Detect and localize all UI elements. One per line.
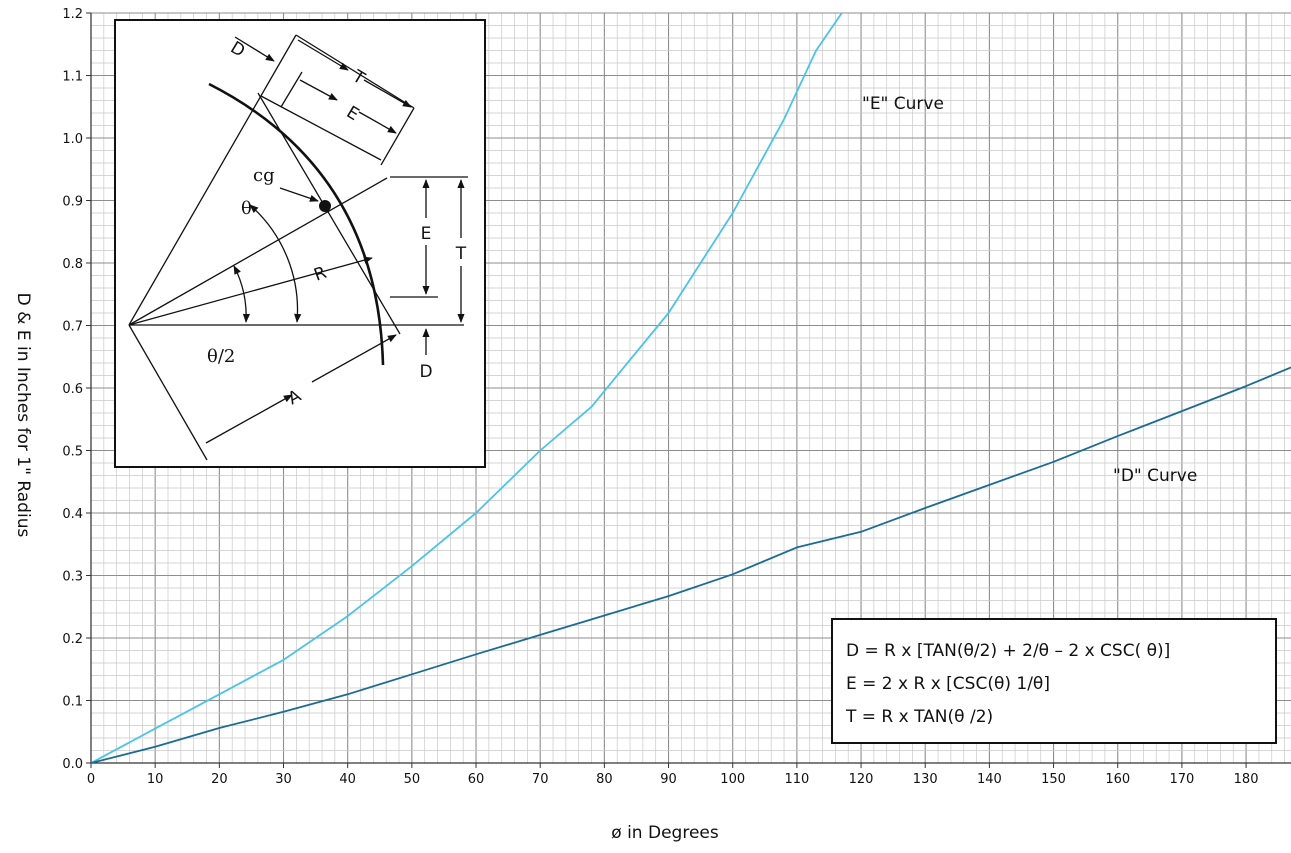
x-tick-label: 40 xyxy=(339,772,356,787)
formula-e: E = 2 x R x [CSC(θ) 1/θ] xyxy=(846,674,1050,694)
y-tick-label: 1.2 xyxy=(62,7,83,22)
x-tick-label: 10 xyxy=(147,772,164,787)
series-layer xyxy=(91,13,1291,763)
y-tick-label: 0.7 xyxy=(62,320,83,335)
e-curve-line xyxy=(91,13,843,763)
y-tick-label: 0.6 xyxy=(62,382,83,397)
d-curve-line xyxy=(91,366,1291,763)
formula-box: D = R x [TAN(θ/2) + 2/θ – 2 x CSC( θ)] E… xyxy=(831,618,1277,744)
x-tick-label: 120 xyxy=(849,772,874,787)
x-tick-label: 170 xyxy=(1169,772,1194,787)
y-tick-label: 1.1 xyxy=(62,70,83,85)
x-tick-label: 70 xyxy=(532,772,549,787)
y-tick-label: 0.4 xyxy=(62,507,83,522)
x-tick-label: 90 xyxy=(660,772,677,787)
x-tick-label: 0 xyxy=(87,772,95,787)
x-axis-label: ø in Degrees xyxy=(611,823,719,843)
formula-d: D = R x [TAN(θ/2) + 2/θ – 2 x CSC( θ)] xyxy=(846,641,1170,661)
d-curve-label: "D" Curve xyxy=(1113,466,1197,486)
label-half-theta: θ/2 xyxy=(207,346,235,367)
y-tick-label: 0.8 xyxy=(62,257,83,272)
x-tick-label: 30 xyxy=(275,772,292,787)
x-tick-label: 150 xyxy=(1041,772,1066,787)
label-e-right: E xyxy=(421,224,432,244)
x-tick-label: 110 xyxy=(784,772,809,787)
x-tick-label: 50 xyxy=(404,772,421,787)
x-tick-label: 60 xyxy=(468,772,485,787)
y-tick-label: 0.2 xyxy=(62,632,83,647)
y-tick-label: 0.3 xyxy=(62,570,83,585)
inset-diagram: D T E cg θ R E T θ/2 D A xyxy=(114,19,486,468)
x-tick-label: 100 xyxy=(720,772,745,787)
x-tick-label: 130 xyxy=(913,772,938,787)
y-tick-label: 0.1 xyxy=(62,695,83,710)
x-tick-label: 160 xyxy=(1105,772,1130,787)
label-cg: cg xyxy=(253,165,275,186)
label-d-bottom: D xyxy=(419,362,432,382)
x-tick-label: 80 xyxy=(596,772,613,787)
label-theta: θ xyxy=(241,198,252,219)
y-tick-label: 0.9 xyxy=(62,195,83,210)
y-tick-label: 0.0 xyxy=(62,757,83,772)
y-tick-label: 0.5 xyxy=(62,445,83,460)
x-tick-label: 20 xyxy=(211,772,228,787)
label-t-right: T xyxy=(455,244,467,264)
y-axis-label: D & E in Inches for 1" Radius xyxy=(13,293,33,538)
e-curve-label: "E" Curve xyxy=(862,94,944,114)
axis-ticks: 0 10 20 30 40 50 60 70 80 90 100 110 120 130 140 150 160… xyxy=(62,7,1258,787)
formula-t: T = R x TAN(θ /2) xyxy=(845,707,993,727)
x-tick-label: 180 xyxy=(1234,772,1259,787)
y-tick-label: 1.0 xyxy=(62,132,83,147)
x-tick-label: 140 xyxy=(977,772,1002,787)
